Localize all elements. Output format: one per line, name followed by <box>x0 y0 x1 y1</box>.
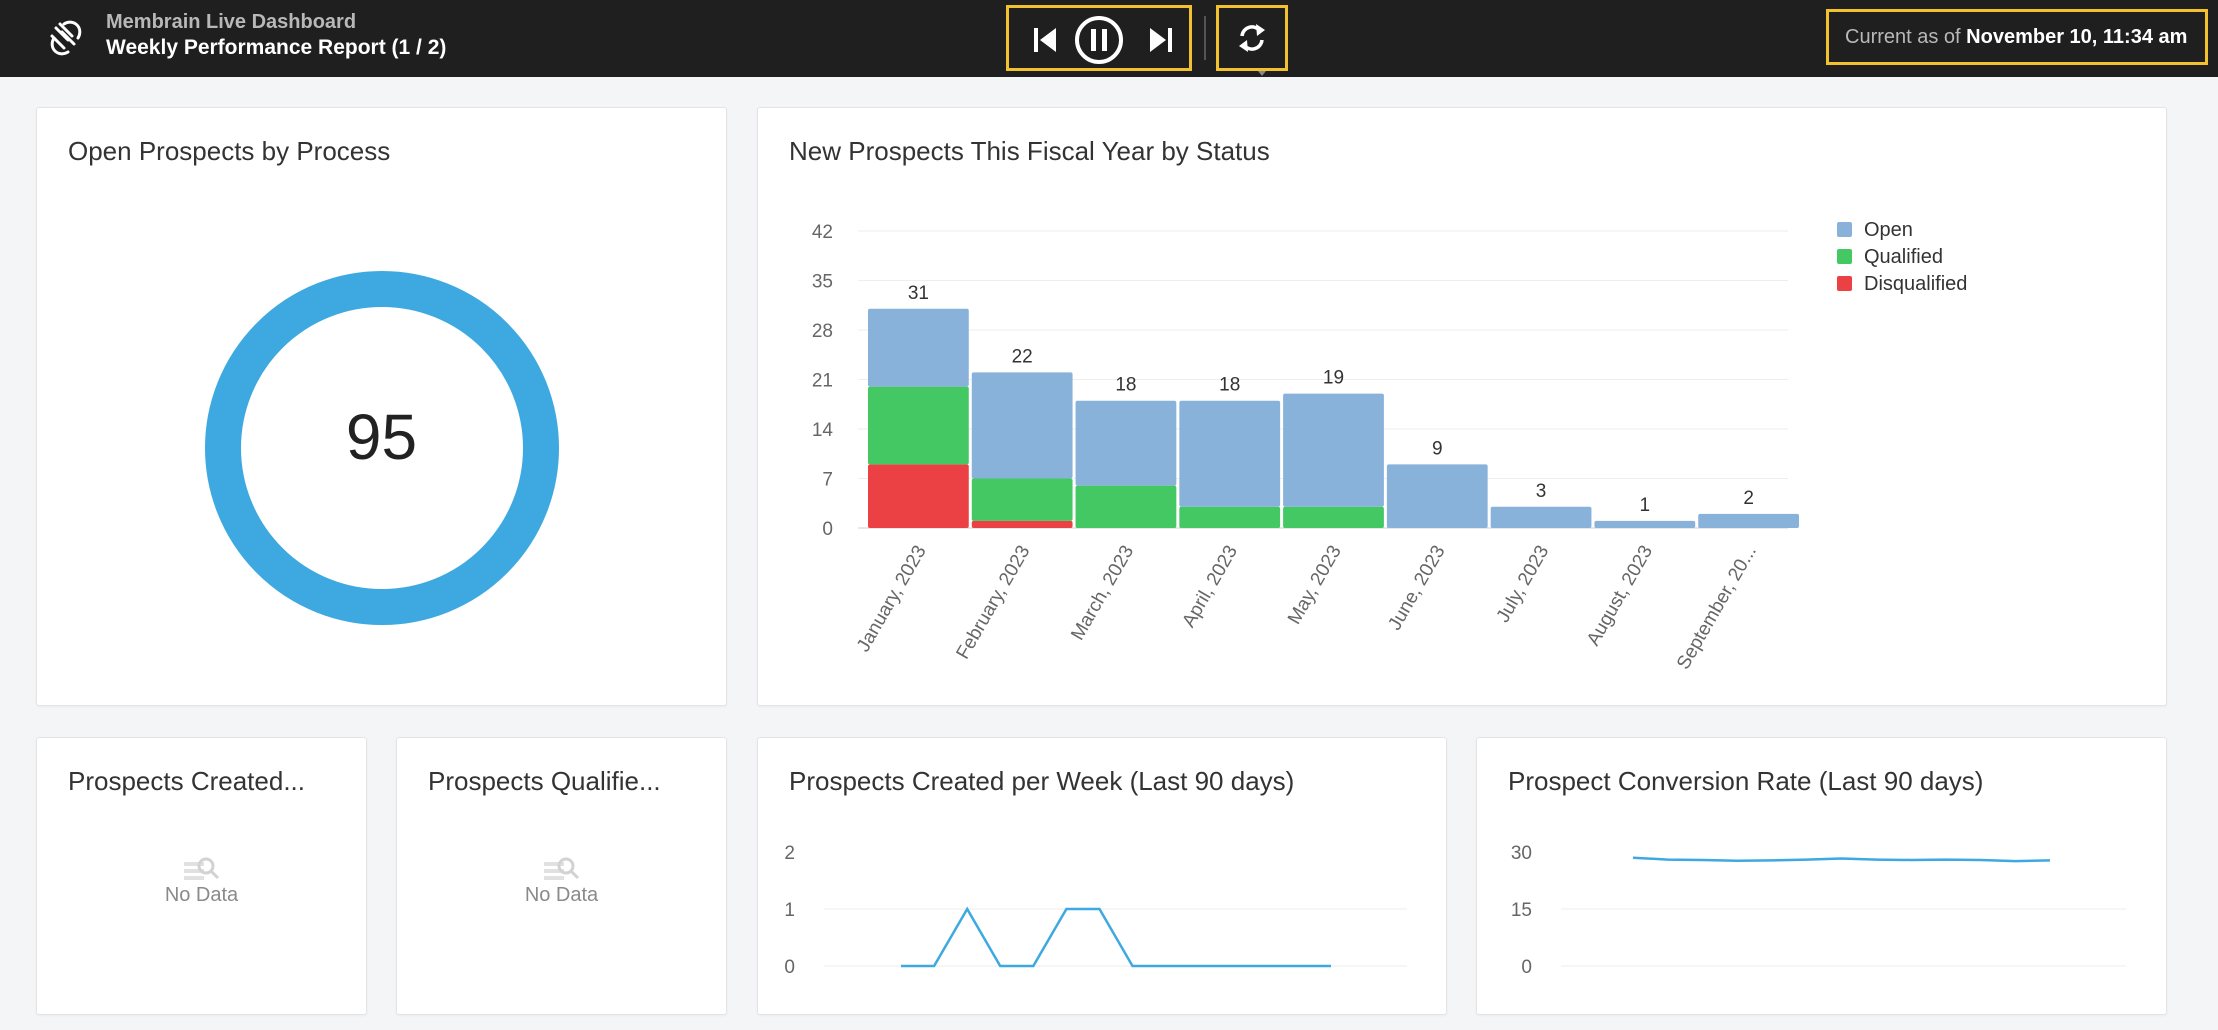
bar-segment-open <box>868 308 969 387</box>
bar-segment-open <box>1075 400 1177 486</box>
legend-swatch <box>1837 276 1852 291</box>
y-tick-label: 35 <box>812 272 833 293</box>
panel-title: Prospect Conversion Rate (Last 90 days) <box>1508 766 1984 796</box>
refresh-icon <box>1239 24 1265 52</box>
bar-segment-open <box>1490 506 1592 528</box>
bar-total-label: 9 <box>1432 438 1443 459</box>
conversion-rate-line-chart: 0 15 30 <box>1511 843 2126 978</box>
bar-segment-open <box>1283 393 1384 507</box>
panel-title: Prospects Qualifie... <box>428 766 661 796</box>
bar-total-label: 22 <box>1012 346 1033 367</box>
conversion-rate-panel[interactable]: Prospect Conversion Rate (Last 90 days) … <box>1476 737 2167 1015</box>
bar-segment-qualified <box>971 478 1073 521</box>
app-title: Membrain Live Dashboard <box>106 11 357 33</box>
legend-label: Disqualified <box>1864 273 1967 295</box>
bar-segment-qualified <box>1283 506 1384 528</box>
membrain-logo-icon <box>50 20 82 56</box>
controls-divider <box>1204 16 1206 60</box>
bar-segment-open <box>1698 513 1799 528</box>
legend-swatch <box>1837 222 1852 237</box>
bar-total-label: 1 <box>1640 495 1651 516</box>
bar-total-label: 19 <box>1323 368 1344 389</box>
bar-total-label: 2 <box>1743 488 1754 509</box>
bar-segment-open <box>1179 400 1281 507</box>
y-tick-label: 0 <box>822 519 833 540</box>
y-tick-label: 30 <box>1511 843 1532 864</box>
donut-ring <box>205 271 559 625</box>
refresh-button[interactable] <box>1216 5 1288 71</box>
no-data-text: No Data <box>524 884 599 906</box>
open-prospects-panel[interactable]: Open Prospects by Process 95 <box>36 107 727 706</box>
y-tick-label: 0 <box>784 957 795 978</box>
bar-segment-disqualified <box>868 464 969 528</box>
x-tick-label: February, 2023 <box>953 542 1035 663</box>
bar-total-label: 18 <box>1115 375 1136 396</box>
x-tick-label: July, 2023 <box>1493 542 1554 626</box>
created-per-week-line-chart: 0 1 2 <box>784 843 1407 978</box>
x-tick-label: June, 2023 <box>1384 542 1449 634</box>
bar-segment-qualified <box>1075 485 1177 528</box>
x-tick-label: May, 2023 <box>1284 542 1346 628</box>
x-tick-label: September, 20... <box>1673 542 1761 673</box>
panel-title: Prospects Created per Week (Last 90 days… <box>789 766 1295 796</box>
bar-segment-disqualified <box>971 520 1073 528</box>
report-title: Weekly Performance Report (1 / 2) <box>106 36 447 59</box>
legend-swatch <box>1837 249 1852 264</box>
playback-controls <box>1006 5 1192 71</box>
no-data-placeholder: No Data <box>397 854 726 907</box>
last-updated: Current as of November 10, 11:34 am <box>1826 9 2208 65</box>
last-updated-prefix: Current as of <box>1845 26 1961 48</box>
top-bar: Membrain Live Dashboard Weekly Performan… <box>0 0 2218 77</box>
created-per-week-panel[interactable]: Prospects Created per Week (Last 90 days… <box>757 737 1447 1015</box>
dashboard-titles: Membrain Live Dashboard Weekly Performan… <box>106 10 446 62</box>
y-tick-label: 2 <box>784 843 795 864</box>
no-data-placeholder: No Data <box>37 854 366 907</box>
legend-label: Open <box>1864 219 1913 241</box>
donut-total-value: 95 <box>345 401 418 473</box>
panel-title: New Prospects This Fiscal Year by Status <box>789 136 1270 166</box>
panel-title: Open Prospects by Process <box>68 136 391 166</box>
bar-segment-open <box>971 372 1073 479</box>
y-tick-label: 15 <box>1511 900 1532 921</box>
bar-segment-qualified <box>1179 506 1281 528</box>
y-tick-label: 1 <box>784 900 795 921</box>
y-tick-label: 7 <box>822 470 833 491</box>
bar-total-label: 3 <box>1536 481 1547 502</box>
bar-total-label: 18 <box>1219 375 1240 396</box>
prospects-created-panel[interactable]: Prospects Created... No Data <box>36 737 367 1015</box>
series-line <box>901 906 1331 968</box>
panel-title: Prospects Created... <box>68 766 305 796</box>
skip-previous-icon[interactable] <box>1023 18 1067 62</box>
no-data-text: No Data <box>164 884 239 906</box>
pause-icon[interactable] <box>1073 14 1125 66</box>
y-tick-label: 28 <box>812 321 833 342</box>
legend-label: Qualified <box>1864 246 1943 268</box>
bar-segment-open <box>1594 520 1696 528</box>
y-tick-label: 42 <box>812 222 833 243</box>
prospects-qualified-panel[interactable]: Prospects Qualifie... No Data <box>396 737 727 1015</box>
bar-segment-open <box>1386 464 1488 528</box>
new-prospects-panel[interactable]: New Prospects This Fiscal Year by Status… <box>757 107 2167 706</box>
y-tick-label: 21 <box>812 371 833 392</box>
no-data-search-icon <box>183 857 219 880</box>
x-tick-label: March, 2023 <box>1067 542 1138 644</box>
x-tick-label: August, 2023 <box>1583 542 1657 649</box>
last-updated-value: November 10, 11:34 am <box>1966 26 2188 48</box>
x-tick-label: January, 2023 <box>853 542 931 656</box>
skip-next-icon[interactable] <box>1139 18 1183 62</box>
y-tick-label: 14 <box>812 420 834 441</box>
y-tick-label: 0 <box>1521 957 1532 978</box>
series-line <box>1632 856 2051 863</box>
donut-chart <box>205 271 559 625</box>
bar-total-label: 31 <box>908 283 929 304</box>
no-data-search-icon <box>543 857 579 880</box>
bar-segment-qualified <box>868 386 969 465</box>
refresh-caret-icon <box>1258 71 1266 76</box>
x-tick-label: April, 2023 <box>1178 542 1242 631</box>
